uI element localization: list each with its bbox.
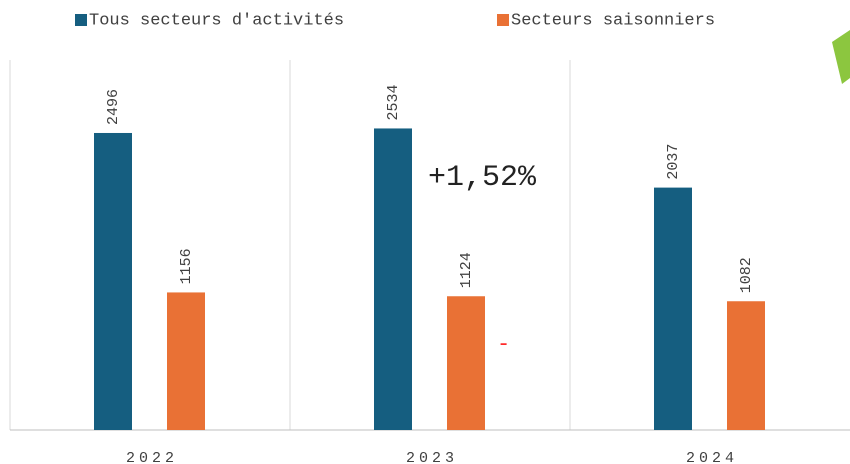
legend-label: Secteurs saisonniers [511,11,715,30]
x-tick-label: 2024 [686,450,738,464]
x-tick-label: 2022 [126,450,178,464]
bar [727,301,765,430]
legend-swatch [497,14,509,26]
data-label: 1082 [738,257,755,293]
bar [654,187,692,430]
x-tick-label: 2023 [406,450,458,464]
decoration [832,30,850,84]
data-label: 1156 [178,248,195,284]
data-label: 2037 [665,144,682,180]
data-label: 2534 [385,84,402,120]
annotation: +1,52% [428,161,537,195]
bar [94,132,132,430]
data-label: 2496 [105,89,122,125]
legend-swatch [75,14,87,26]
bar [374,128,412,431]
bar [447,296,485,430]
annotation: - [497,332,510,357]
data-label: 1124 [458,252,475,288]
legend-label: Tous secteurs d'activités [89,11,344,30]
bar [167,292,205,430]
